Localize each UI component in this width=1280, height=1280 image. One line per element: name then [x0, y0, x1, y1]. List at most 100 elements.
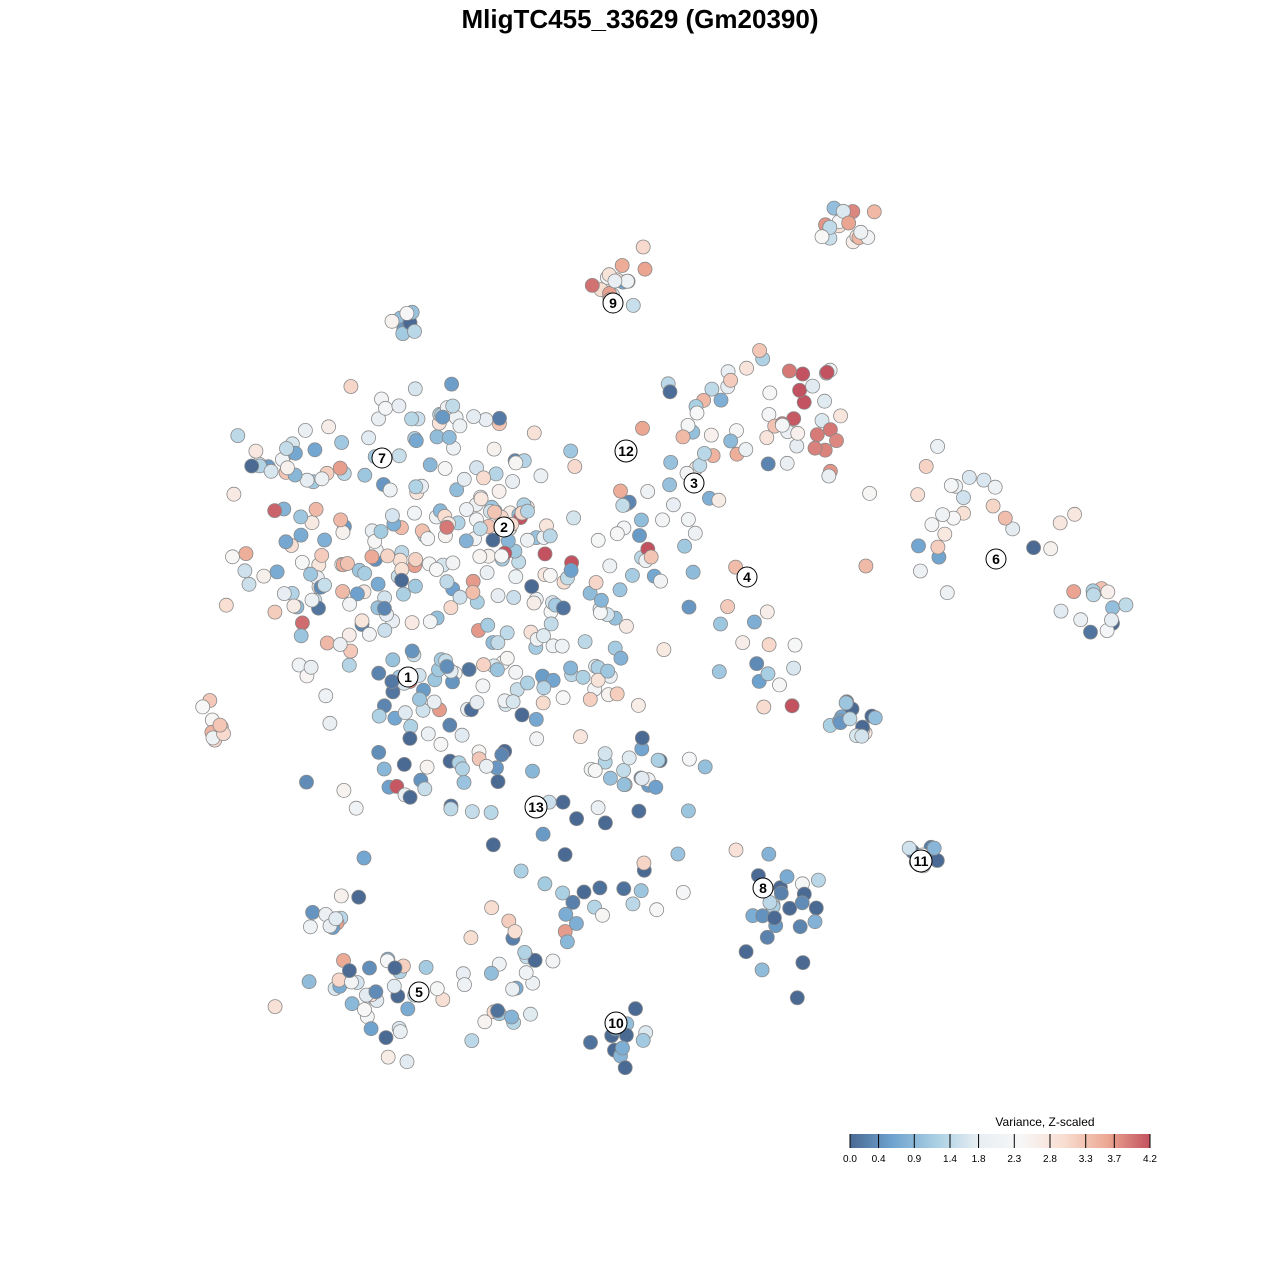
- scatter-point: [479, 565, 495, 580]
- scatter-point: [230, 428, 246, 444]
- scatter-point: [609, 526, 625, 542]
- scatter-point: [961, 469, 977, 485]
- scatter-point: [711, 492, 727, 508]
- scatter-point: [566, 510, 581, 526]
- scatter-point: [1118, 597, 1134, 613]
- scatter-point: [567, 459, 583, 474]
- scatter-point: [465, 585, 481, 600]
- scatter-point: [617, 1060, 633, 1076]
- scatter-point: [563, 443, 579, 459]
- scatter-point: [939, 585, 955, 601]
- scatter-point: [525, 763, 540, 779]
- scatter-point: [479, 758, 494, 774]
- legend-tick-label: 2.8: [1043, 1154, 1057, 1165]
- scatter-point: [294, 615, 310, 631]
- scatter-point: [930, 438, 945, 454]
- scatter-point: [616, 763, 631, 778]
- scatter-point: [573, 729, 588, 745]
- scatter-point: [603, 770, 618, 786]
- scatter-point: [675, 429, 691, 445]
- scatter-point: [445, 555, 461, 571]
- points-layer: [195, 200, 1134, 1076]
- scatter-point: [1083, 624, 1098, 640]
- scatter-point: [397, 705, 413, 721]
- scatter-point: [602, 558, 618, 574]
- scatter-point: [590, 532, 606, 548]
- scatter-point: [650, 752, 666, 768]
- scatter-point: [555, 885, 570, 901]
- scatter-point: [276, 586, 292, 601]
- scatter-point: [384, 313, 400, 329]
- scatter-point: [520, 532, 535, 548]
- scatter-point: [913, 563, 928, 579]
- scatter-point: [997, 510, 1013, 526]
- scatter-point: [790, 425, 806, 441]
- scatter-point: [476, 470, 492, 486]
- scatter-point: [703, 427, 719, 443]
- scatter-point: [399, 1054, 415, 1070]
- scatter-point: [269, 564, 285, 580]
- scatter-point: [280, 460, 295, 476]
- scatter-point: [514, 707, 530, 723]
- cluster-label: 2: [500, 519, 508, 535]
- scatter-point: [582, 692, 598, 707]
- scatter-point: [631, 698, 646, 713]
- scatter-point: [513, 863, 529, 879]
- scatter-point: [303, 566, 319, 582]
- scatter-point: [853, 224, 869, 240]
- cluster-label-marker: [736, 566, 758, 588]
- scatter-point: [795, 955, 811, 970]
- scatter-point: [335, 525, 351, 540]
- scatter-point: [333, 512, 349, 528]
- scatter-point: [469, 695, 485, 710]
- scatter-point: [754, 962, 770, 978]
- legend-tick-label: 1.8: [972, 1154, 986, 1165]
- scatter-point: [735, 635, 751, 650]
- scatter-point: [407, 578, 423, 594]
- scatter-point: [444, 376, 460, 392]
- scatter-point: [590, 800, 606, 816]
- scatter-point: [817, 393, 832, 409]
- scatter-point: [535, 826, 551, 842]
- scatter-point: [656, 642, 672, 657]
- scatter-point: [305, 905, 321, 920]
- scatter-point: [317, 532, 333, 548]
- legend-ticks: 0.0 0.4 0.9 1.4 1.8 2.3 2.8 3.3 3.7 4.2: [843, 1134, 1157, 1165]
- scatter-point: [387, 960, 403, 976]
- scatter-point: [499, 625, 515, 641]
- scatter-point: [303, 659, 319, 675]
- scatter-point: [728, 842, 744, 858]
- scatter-point: [588, 575, 604, 590]
- scatter-point: [565, 895, 581, 910]
- scatter-point: [536, 680, 552, 696]
- chart-title: MligTC455_33629 (Gm20390): [461, 4, 819, 34]
- scatter-point: [392, 1024, 408, 1039]
- scatter-point: [299, 774, 314, 790]
- scatter-point: [267, 604, 283, 620]
- scatter-point: [308, 501, 324, 517]
- scatter-point: [687, 525, 703, 541]
- scatter-point: [924, 517, 940, 532]
- scatter-point: [711, 664, 727, 680]
- scatter-point: [682, 751, 697, 767]
- scatter-point: [396, 757, 412, 772]
- scatter-point: [463, 930, 479, 946]
- scatter-point: [636, 855, 652, 871]
- scatter-point: [332, 637, 348, 652]
- scatter-point: [575, 669, 591, 685]
- scatter-point: [293, 509, 309, 525]
- scatter-point: [1067, 506, 1082, 522]
- scatter-point: [569, 811, 584, 827]
- scatter-point: [341, 627, 357, 643]
- scatter-point: [267, 999, 283, 1014]
- scatter-point: [371, 665, 387, 681]
- scatter-point: [713, 616, 728, 632]
- scatter-point: [469, 460, 485, 476]
- scatter-point: [349, 586, 365, 602]
- scatter-point: [761, 637, 777, 653]
- scatter-point: [607, 273, 623, 289]
- scatter-point: [841, 215, 857, 231]
- legend-tick-label: 4.2: [1143, 1154, 1157, 1165]
- scatter-point: [225, 549, 240, 565]
